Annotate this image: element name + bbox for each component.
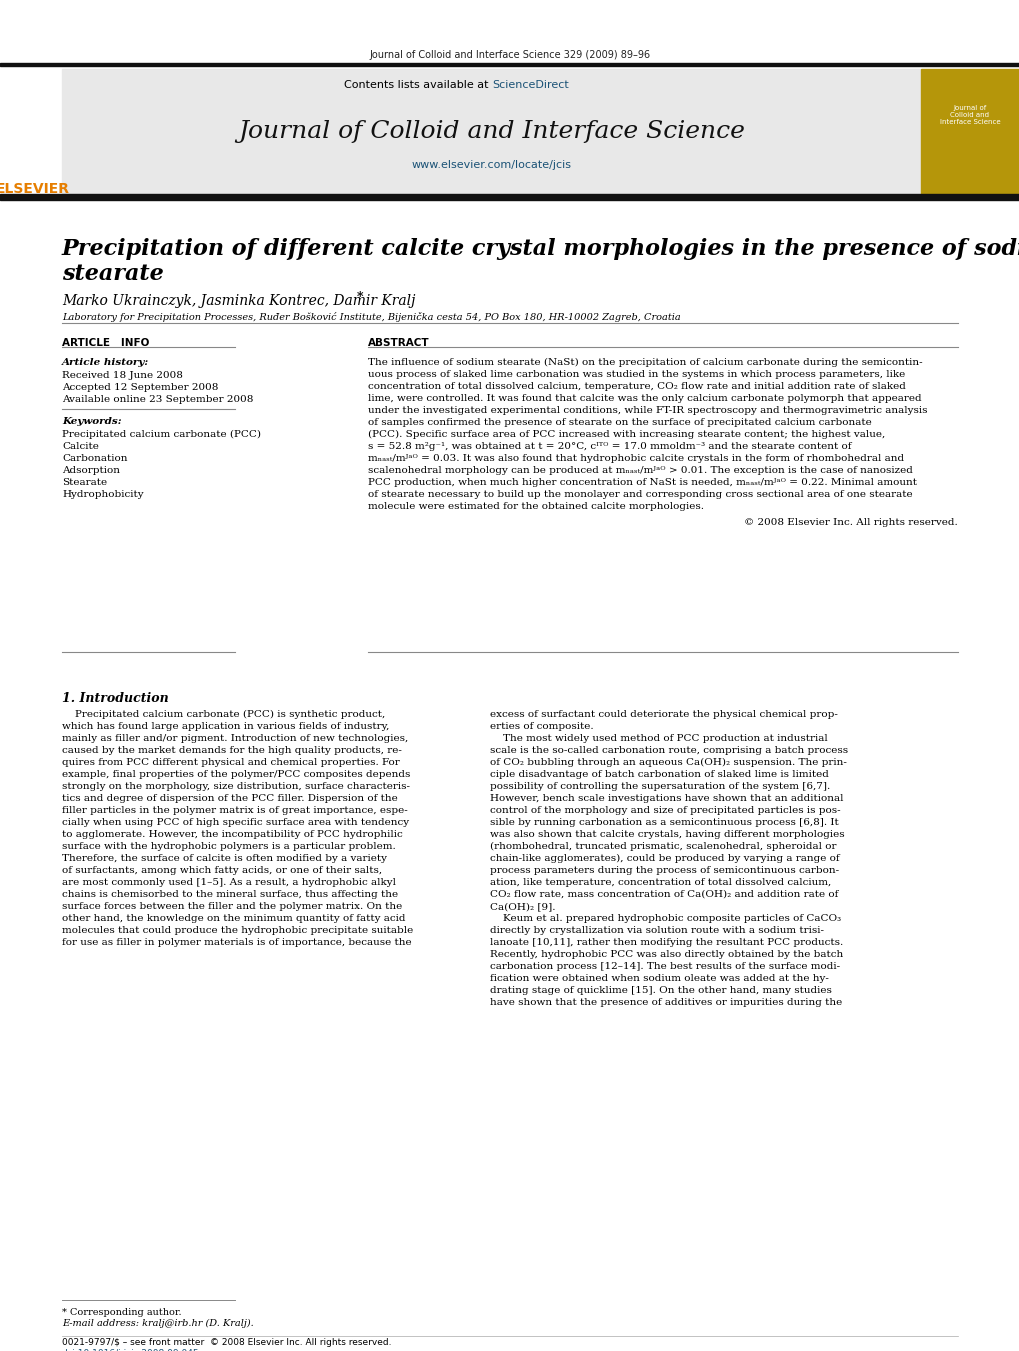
Text: Contents lists available at: Contents lists available at	[343, 80, 491, 91]
Text: Marko Ukrainczyk, Jasminka Kontrec, Damir Kralj: Marko Ukrainczyk, Jasminka Kontrec, Dami…	[62, 295, 415, 308]
Bar	[0, 195, 1019, 200]
Bar	[62, 69, 919, 196]
Text: Keum et al. prepared hydrophobic composite particles of CaCO₃: Keum et al. prepared hydrophobic composi…	[489, 915, 841, 923]
Text: Calcite: Calcite	[62, 442, 99, 451]
Text: Precipitated calcium carbonate (PCC) is synthetic product,: Precipitated calcium carbonate (PCC) is …	[62, 711, 385, 719]
Text: filler particles in the polymer matrix is of great importance, espe-: filler particles in the polymer matrix i…	[62, 807, 408, 815]
Text: Therefore, the surface of calcite is often modified by a variety: Therefore, the surface of calcite is oft…	[62, 854, 386, 863]
Bar	[920, 69, 1019, 196]
Text: mₙₐₛₜ/mᴶᵃᴼ = 0.03. It was also found that hydrophobic calcite crystals in the fo: mₙₐₛₜ/mᴶᵃᴼ = 0.03. It was also found tha…	[368, 454, 903, 463]
Text: of CO₂ bubbling through an aqueous Ca(OH)₂ suspension. The prin-: of CO₂ bubbling through an aqueous Ca(OH…	[489, 758, 846, 767]
Text: chains is chemisorbed to the mineral surface, thus affecting the: chains is chemisorbed to the mineral sur…	[62, 890, 397, 898]
Text: (rhombohedral, truncated prismatic, scalenohedral, spheroidal or: (rhombohedral, truncated prismatic, scal…	[489, 842, 836, 851]
Text: of surfactants, among which fatty acids, or one of their salts,: of surfactants, among which fatty acids,…	[62, 866, 382, 875]
Bar	[0, 63, 1019, 66]
Text: scale is the so-called carbonation route, comprising a batch process: scale is the so-called carbonation route…	[489, 746, 847, 755]
Text: The influence of sodium stearate (NaSt) on the precipitation of calcium carbonat: The influence of sodium stearate (NaSt) …	[368, 358, 922, 367]
Text: * Corresponding author.: * Corresponding author.	[62, 1308, 181, 1317]
Text: E-mail address: kralj@irb.hr (D. Kralj).: E-mail address: kralj@irb.hr (D. Kralj).	[62, 1319, 254, 1328]
Text: lime, were controlled. It was found that calcite was the only calcium carbonate : lime, were controlled. It was found that…	[368, 394, 921, 403]
Text: molecules that could produce the hydrophobic precipitate suitable: molecules that could produce the hydroph…	[62, 925, 413, 935]
Text: cially when using PCC of high specific surface area with tendency: cially when using PCC of high specific s…	[62, 817, 409, 827]
Text: Laboratory for Precipitation Processes, Ruđer Bošković Institute, Bijenička cest: Laboratory for Precipitation Processes, …	[62, 312, 680, 322]
Text: ciple disadvantage of batch carbonation of slaked lime is limited: ciple disadvantage of batch carbonation …	[489, 770, 828, 780]
Text: are most commonly used [1–5]. As a result, a hydrophobic alkyl: are most commonly used [1–5]. As a resul…	[62, 878, 395, 888]
Text: uous process of slaked lime carbonation was studied in the systems in which proc: uous process of slaked lime carbonation …	[368, 370, 905, 380]
Text: Journal of Colloid and Interface Science 329 (2009) 89–96: Journal of Colloid and Interface Science…	[369, 50, 650, 59]
Text: ARTICLE   INFO: ARTICLE INFO	[62, 338, 149, 349]
Text: control of the morphology and size of precipitated particles is pos-: control of the morphology and size of pr…	[489, 807, 840, 815]
Text: strongly on the morphology, size distribution, surface characteris-: strongly on the morphology, size distrib…	[62, 782, 410, 790]
Text: fication were obtained when sodium oleate was added at the hy-: fication were obtained when sodium oleat…	[489, 974, 828, 984]
Text: Accepted 12 September 2008: Accepted 12 September 2008	[62, 382, 218, 392]
Text: was also shown that calcite crystals, having different morphologies: was also shown that calcite crystals, ha…	[489, 830, 844, 839]
Text: CO₂ flow rate, mass concentration of Ca(OH)₂ and addition rate of: CO₂ flow rate, mass concentration of Ca(…	[489, 890, 838, 898]
Text: erties of composite.: erties of composite.	[489, 721, 593, 731]
Text: possibility of controlling the supersaturation of the system [6,7].: possibility of controlling the supersatu…	[489, 782, 829, 790]
Text: 0021-9797/$ – see front matter  © 2008 Elsevier Inc. All rights reserved.: 0021-9797/$ – see front matter © 2008 El…	[62, 1337, 391, 1347]
Text: under the investigated experimental conditions, while FT-IR spectroscopy and the: under the investigated experimental cond…	[368, 407, 926, 415]
Text: Article history:: Article history:	[62, 358, 149, 367]
Text: carbonation process [12–14]. The best results of the surface modi-: carbonation process [12–14]. The best re…	[489, 962, 840, 971]
Text: excess of surfactant could deteriorate the physical chemical prop-: excess of surfactant could deteriorate t…	[489, 711, 837, 719]
Text: (PCC). Specific surface area of PCC increased with increasing stearate content; : (PCC). Specific surface area of PCC incr…	[368, 430, 884, 439]
Text: *: *	[357, 290, 363, 304]
Text: The most widely used method of PCC production at industrial: The most widely used method of PCC produ…	[489, 734, 827, 743]
Text: process parameters during the process of semicontinuous carbon-: process parameters during the process of…	[489, 866, 839, 875]
Text: Received 18 June 2008: Received 18 June 2008	[62, 372, 182, 380]
Text: Journal of
Colloid and
Interface Science: Journal of Colloid and Interface Science	[938, 105, 1000, 126]
Text: concentration of total dissolved calcium, temperature, CO₂ flow rate and initial: concentration of total dissolved calcium…	[368, 382, 905, 390]
Text: Stearate: Stearate	[62, 478, 107, 486]
Text: Adsorption: Adsorption	[62, 466, 120, 476]
Text: which has found large application in various fields of industry,: which has found large application in var…	[62, 721, 389, 731]
Text: © 2008 Elsevier Inc. All rights reserved.: © 2008 Elsevier Inc. All rights reserved…	[744, 517, 957, 527]
Text: scalenohedral morphology can be produced at mₙₐₛₜ/mᴶᵃᴼ > 0.01. The exception is : scalenohedral morphology can be produced…	[368, 466, 912, 476]
Text: However, bench scale investigations have shown that an additional: However, bench scale investigations have…	[489, 794, 843, 802]
Text: surface forces between the filler and the polymer matrix. On the: surface forces between the filler and th…	[62, 902, 401, 911]
Text: doi:10.1016/j.jcis.2008.09.045: doi:10.1016/j.jcis.2008.09.045	[62, 1350, 200, 1351]
Text: of samples confirmed the presence of stearate on the surface of precipitated cal: of samples confirmed the presence of ste…	[368, 417, 871, 427]
Text: for use as filler in polymer materials is of importance, because the: for use as filler in polymer materials i…	[62, 938, 412, 947]
Text: surface with the hydrophobic polymers is a particular problem.: surface with the hydrophobic polymers is…	[62, 842, 395, 851]
Text: lanoate [10,11], rather then modifying the resultant PCC products.: lanoate [10,11], rather then modifying t…	[489, 938, 843, 947]
Text: molecule were estimated for the obtained calcite morphologies.: molecule were estimated for the obtained…	[368, 503, 703, 511]
Text: Ca(OH)₂ [9].: Ca(OH)₂ [9].	[489, 902, 555, 911]
Text: example, final properties of the polymer/PCC composites depends: example, final properties of the polymer…	[62, 770, 410, 780]
Text: have shown that the presence of additives or impurities during the: have shown that the presence of additive…	[489, 998, 842, 1006]
Text: ation, like temperature, concentration of total dissolved calcium,: ation, like temperature, concentration o…	[489, 878, 830, 888]
Text: Precipitation of different calcite crystal morphologies in the presence of sodiu: Precipitation of different calcite cryst…	[62, 238, 1019, 259]
Text: ABSTRACT: ABSTRACT	[368, 338, 429, 349]
Text: ELSEVIER: ELSEVIER	[0, 182, 70, 196]
Text: s = 52.8 m²g⁻¹, was obtained at t = 20°C, cᴵᵀᴼ = 17.0 mmoldm⁻³ and the stearate : s = 52.8 m²g⁻¹, was obtained at t = 20°C…	[368, 442, 851, 451]
Text: Available online 23 September 2008: Available online 23 September 2008	[62, 394, 253, 404]
Text: quires from PCC different physical and chemical properties. For: quires from PCC different physical and c…	[62, 758, 399, 767]
Text: PCC production, when much higher concentration of NaSt is needed, mₙₐₛₜ/mᴶᵃᴼ = 0: PCC production, when much higher concent…	[368, 478, 916, 486]
Text: of stearate necessary to build up the monolayer and corresponding cross sectiona: of stearate necessary to build up the mo…	[368, 490, 912, 499]
Text: chain-like agglomerates), could be produced by varying a range of: chain-like agglomerates), could be produ…	[489, 854, 839, 863]
Text: drating stage of quicklime [15]. On the other hand, many studies: drating stage of quicklime [15]. On the …	[489, 986, 832, 994]
Text: Precipitated calcium carbonate (PCC): Precipitated calcium carbonate (PCC)	[62, 430, 261, 439]
Text: sible by running carbonation as a semicontinuous process [6,8]. It: sible by running carbonation as a semico…	[489, 817, 838, 827]
Text: directly by crystallization via solution route with a sodium trisi-: directly by crystallization via solution…	[489, 925, 823, 935]
Text: tics and degree of dispersion of the PCC filler. Dispersion of the: tics and degree of dispersion of the PCC…	[62, 794, 397, 802]
Text: other hand, the knowledge on the minimum quantity of fatty acid: other hand, the knowledge on the minimum…	[62, 915, 406, 923]
Text: Hydrophobicity: Hydrophobicity	[62, 490, 144, 499]
Text: Keywords:: Keywords:	[62, 417, 121, 426]
Text: mainly as filler and/or pigment. Introduction of new technologies,: mainly as filler and/or pigment. Introdu…	[62, 734, 408, 743]
Text: ScienceDirect: ScienceDirect	[491, 80, 569, 91]
Text: www.elsevier.com/locate/jcis: www.elsevier.com/locate/jcis	[412, 159, 572, 170]
Text: to agglomerate. However, the incompatibility of PCC hydrophilic: to agglomerate. However, the incompatibi…	[62, 830, 403, 839]
Text: 1. Introduction: 1. Introduction	[62, 692, 168, 705]
Text: Journal of Colloid and Interface Science: Journal of Colloid and Interface Science	[238, 120, 745, 143]
Text: caused by the market demands for the high quality products, re-: caused by the market demands for the hig…	[62, 746, 401, 755]
Text: Carbonation: Carbonation	[62, 454, 127, 463]
Text: Recently, hydrophobic PCC was also directly obtained by the batch: Recently, hydrophobic PCC was also direc…	[489, 950, 843, 959]
Text: stearate: stearate	[62, 263, 164, 285]
